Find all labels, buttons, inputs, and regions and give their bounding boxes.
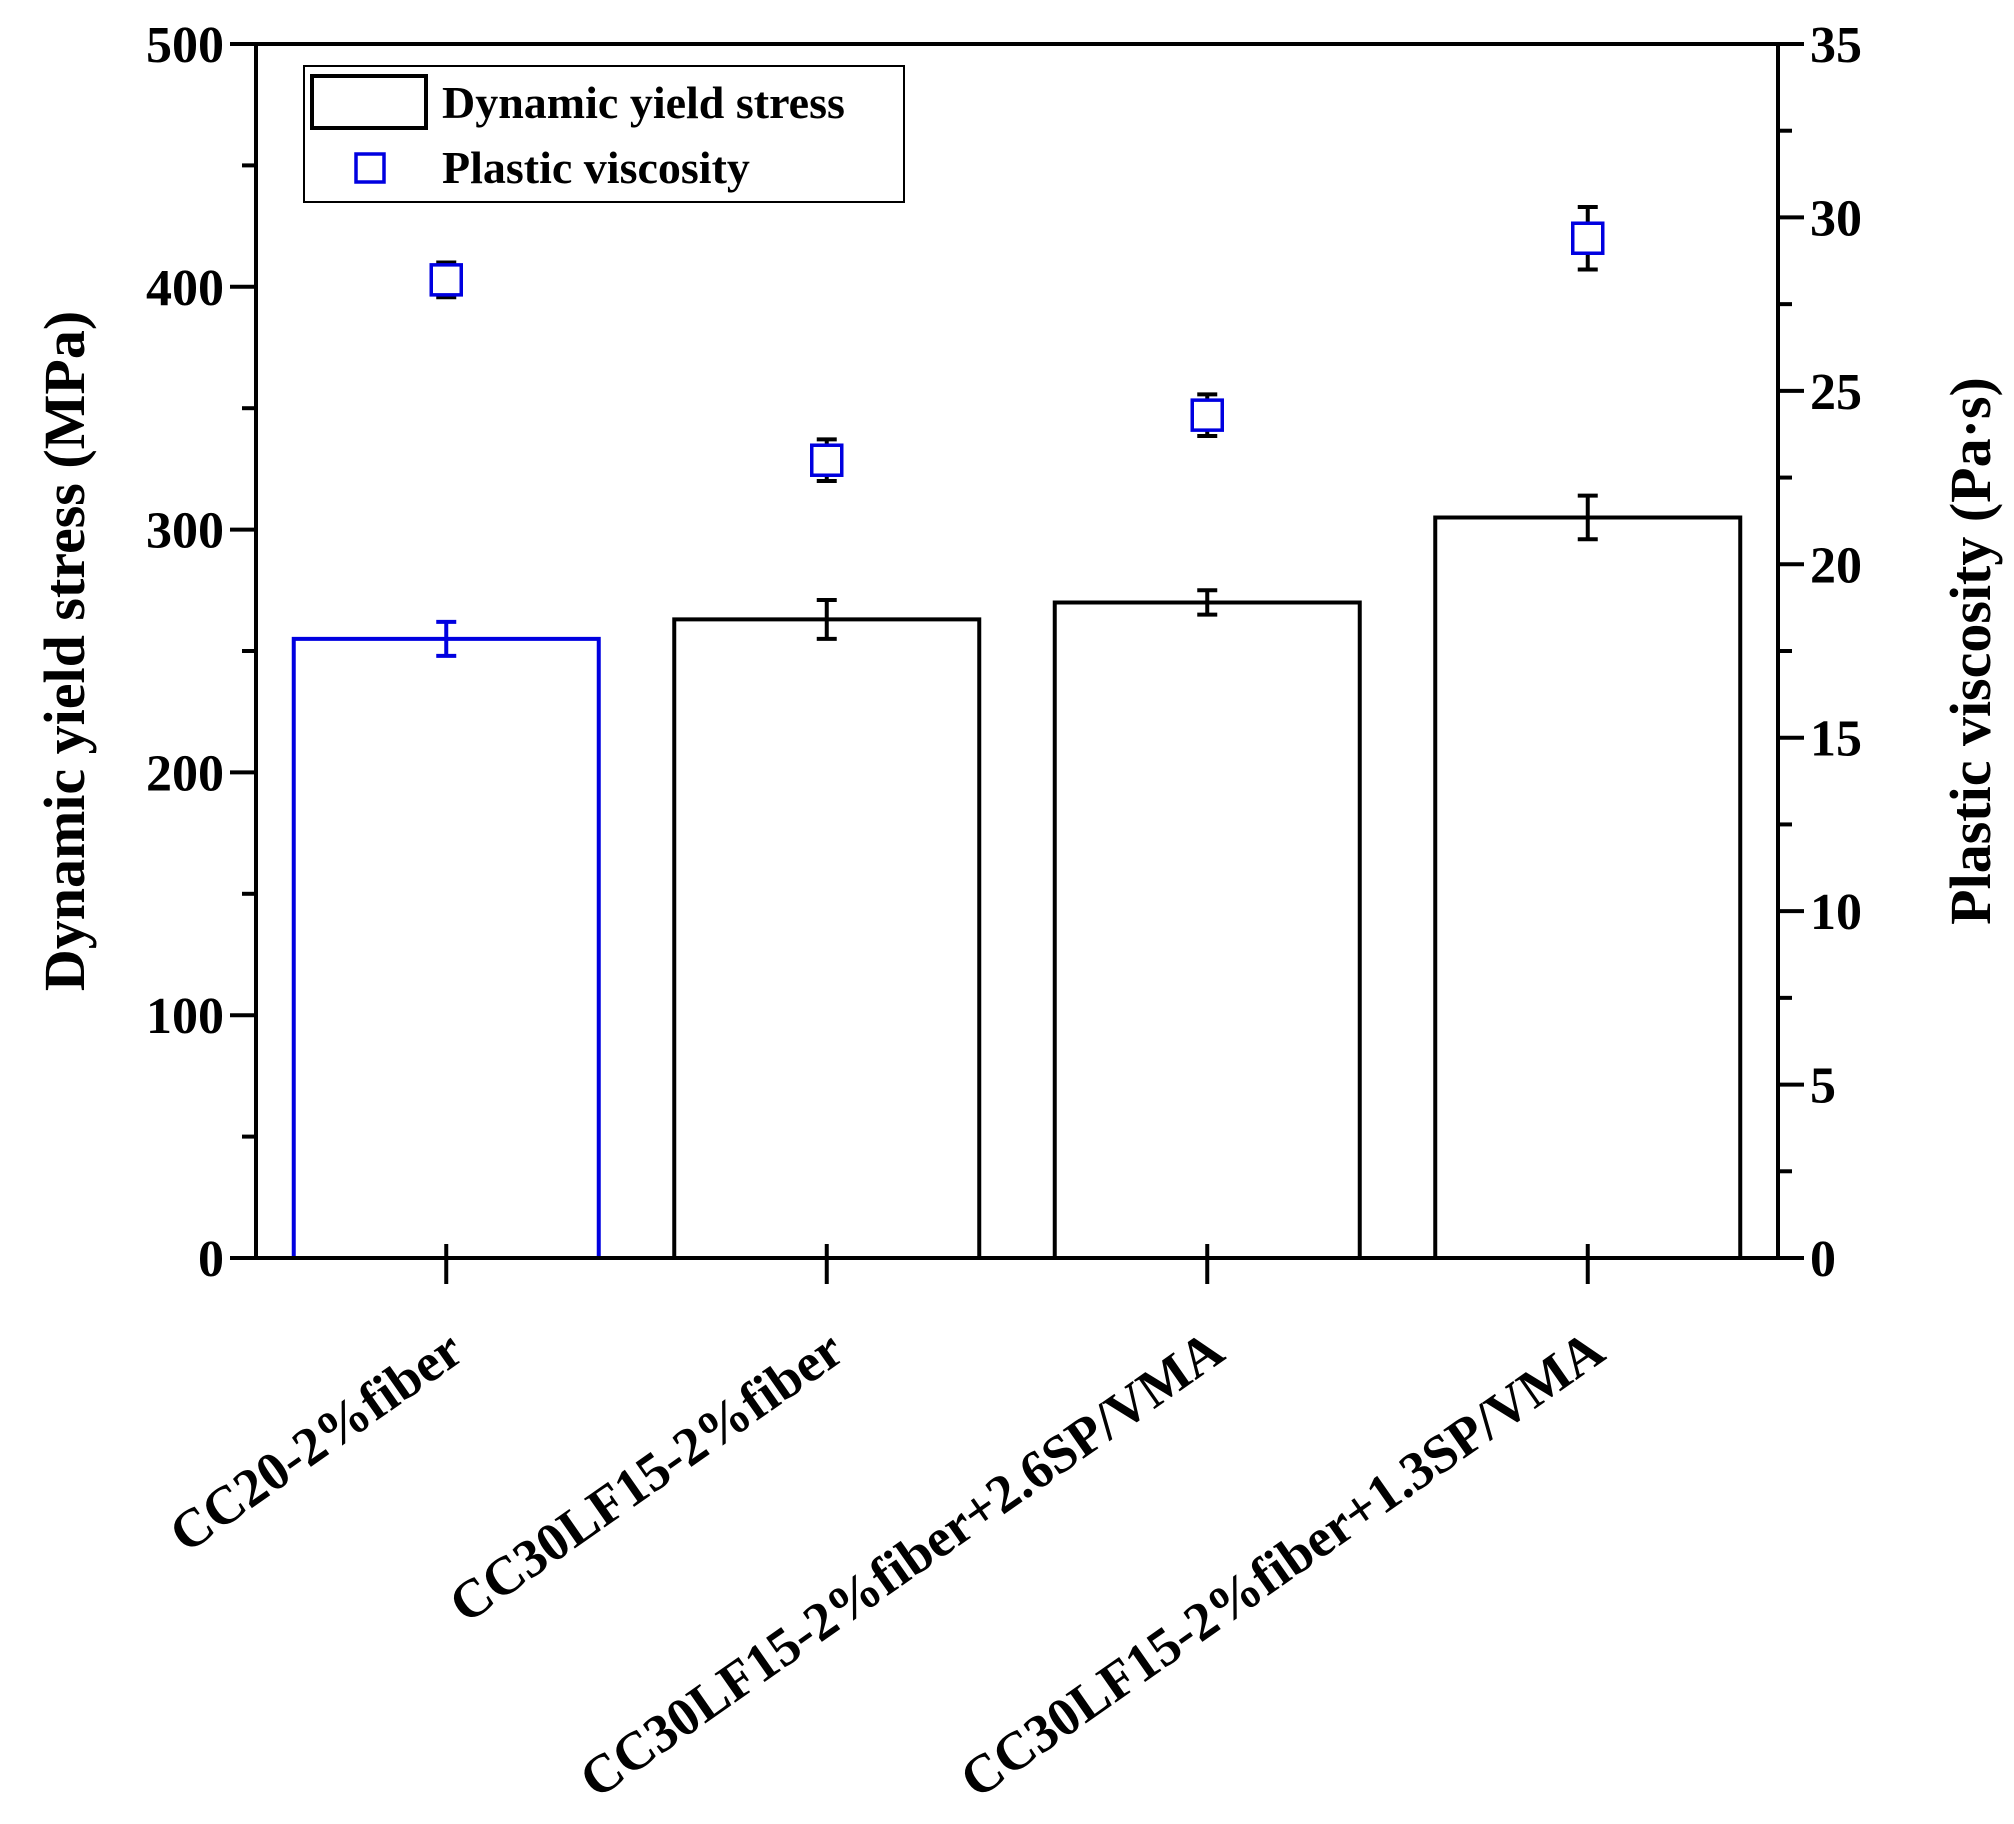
viscosity-points (429, 221, 1605, 477)
viscosity-point-0 (429, 263, 463, 297)
right-tick-label-0: 0 (1810, 1231, 1836, 1288)
right-tick-label-7: 35 (1810, 17, 1862, 74)
left-tick-label-3: 300 (146, 503, 224, 560)
left-tick-label-2: 200 (146, 745, 224, 802)
legend: Dynamic yield stress Plastic viscosity (303, 65, 905, 203)
bar-3 (1433, 515, 1743, 1258)
bars (291, 515, 1743, 1258)
x-tick-label-0: CC20-2%fiber (159, 1319, 474, 1564)
left-tick-label-0: 0 (198, 1231, 224, 1288)
right-tick-label-1: 5 (1810, 1058, 1836, 1115)
right-tick-label-4: 20 (1810, 537, 1862, 594)
legend-bar-swatch (310, 74, 428, 130)
left-tick-label-1: 100 (146, 988, 224, 1045)
right-tick-label-3: 15 (1810, 711, 1862, 768)
right-axis-title: Plastic viscosity (Pa·s) (1938, 377, 2003, 925)
viscosity-point-3 (1571, 221, 1605, 255)
yield-errorbar-0 (436, 619, 457, 658)
left-tick-label-5: 500 (146, 17, 224, 74)
legend-point-swatch (354, 152, 386, 184)
axes: 0 100 200 300 400 500 0 5 10 15 20 25 30 35 CC20-2%fib… (32, 17, 2003, 1810)
x-tick-label-3: CC30LF15-2%fiber+1.3SP/VMA (949, 1319, 1614, 1810)
right-tick-label-2: 10 (1810, 884, 1862, 941)
right-tick-label-6: 30 (1810, 190, 1862, 247)
bar-2 (1052, 600, 1362, 1258)
viscosity-point-2 (1190, 398, 1224, 432)
legend-frame (303, 65, 905, 203)
left-axis-title: Dynamic yield stress (MPa) (32, 311, 97, 991)
legend-label-yield: Dynamic yield stress (442, 77, 845, 128)
yield-errorbar-2 (1197, 588, 1218, 617)
error-bars (436, 205, 1598, 658)
yield-errorbar-1 (816, 598, 837, 641)
x-tick-label-2: CC30LF15-2%fiber+2.6SP/VMA (569, 1319, 1234, 1810)
bar-0 (291, 636, 601, 1258)
legend-label-viscosity: Plastic viscosity (442, 142, 750, 193)
viscosity-point-1 (810, 443, 844, 477)
left-tick-label-4: 400 (146, 260, 224, 317)
yield-errorbar-3 (1577, 493, 1598, 542)
right-tick-label-5: 25 (1810, 364, 1862, 421)
x-tick-label-1: CC30LF15-2%fiber (438, 1319, 853, 1635)
bar-1 (672, 617, 982, 1258)
